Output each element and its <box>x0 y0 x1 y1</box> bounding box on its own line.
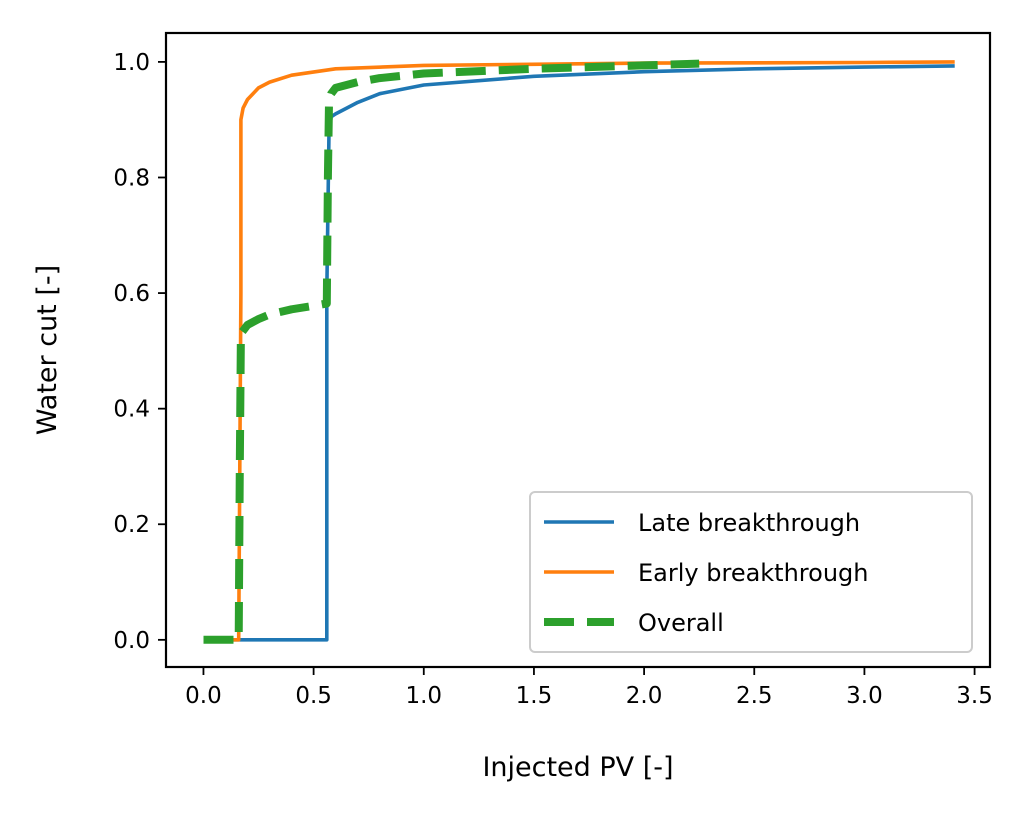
x-axis: 0.0 0.5 1.0 1.5 2.0 2.5 3.0 3.5 <box>185 667 993 709</box>
y-tick-label: 0.2 <box>113 512 150 538</box>
y-tick-label: 0.4 <box>113 397 150 423</box>
y-tick-label: 0.0 <box>113 628 150 654</box>
legend: Late breakthrough Early breakthrough Overa… <box>529 491 973 653</box>
y-tick-label: 0.6 <box>113 281 150 307</box>
legend-label: Late breakthrough <box>638 509 860 537</box>
y-tick-label: 1.0 <box>113 50 150 76</box>
x-tick-label: 1.5 <box>516 683 553 709</box>
legend-label: Early breakthrough <box>638 559 868 587</box>
x-tick-label: 0.5 <box>295 683 332 709</box>
legend-box <box>529 491 973 653</box>
x-tick-label: 2.5 <box>736 683 773 709</box>
x-axis-label: Injected PV [-] <box>482 752 673 783</box>
x-tick-label: 1.0 <box>405 683 442 709</box>
y-axis-label: Water cut [-] <box>32 265 63 435</box>
series-line-overall <box>203 59 700 644</box>
x-tick-label: 3.5 <box>956 683 993 709</box>
y-axis: 0.0 0.2 0.4 0.6 0.8 1.0 <box>113 50 166 654</box>
x-tick-label: 3.0 <box>846 683 883 709</box>
plot-frame <box>164 31 992 669</box>
x-tick-label: 2.0 <box>626 683 663 709</box>
series-layer <box>203 59 955 644</box>
legend-label: Overall <box>638 609 724 637</box>
y-tick-label: 0.8 <box>113 165 150 191</box>
x-tick-label: 0.0 <box>185 683 222 709</box>
